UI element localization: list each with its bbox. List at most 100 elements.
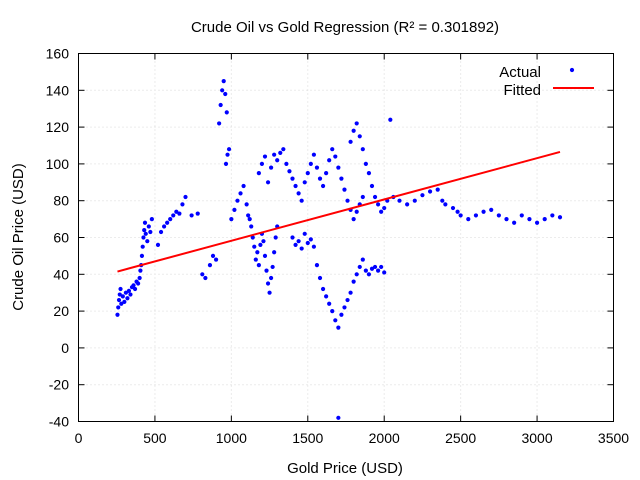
y-tick-label: 120 bbox=[46, 119, 70, 135]
data-point bbox=[379, 264, 384, 270]
data-point bbox=[183, 194, 188, 200]
data-point bbox=[168, 217, 173, 222]
x-tick-label: 2500 bbox=[445, 430, 476, 446]
data-point bbox=[272, 250, 277, 255]
data-point bbox=[132, 286, 138, 292]
data-point bbox=[278, 150, 283, 155]
data-point bbox=[269, 165, 274, 170]
data-point bbox=[270, 264, 275, 270]
data-point bbox=[171, 213, 176, 218]
data-point bbox=[369, 266, 375, 271]
data-point bbox=[139, 253, 145, 258]
y-tick-label: 40 bbox=[53, 266, 69, 282]
data-point bbox=[247, 217, 252, 222]
data-point bbox=[143, 231, 148, 236]
data-point bbox=[372, 194, 378, 200]
fitted-line-layer bbox=[117, 150, 561, 273]
data-point bbox=[336, 165, 341, 170]
data-point bbox=[455, 209, 460, 214]
data-point bbox=[333, 154, 338, 159]
data-point bbox=[314, 263, 320, 268]
x-tick-label: 3000 bbox=[521, 430, 552, 446]
data-point bbox=[299, 246, 304, 251]
data-point bbox=[369, 183, 375, 189]
data-point bbox=[217, 121, 222, 126]
data-point bbox=[360, 147, 365, 152]
data-point bbox=[140, 244, 145, 249]
data-point bbox=[126, 288, 132, 293]
data-point bbox=[284, 161, 289, 166]
legend: Actual Fitted bbox=[499, 64, 594, 99]
data-point bbox=[382, 205, 387, 211]
data-point bbox=[339, 312, 344, 317]
data-point bbox=[317, 176, 323, 181]
data-point bbox=[281, 147, 286, 152]
data-point bbox=[420, 193, 425, 198]
data-point bbox=[311, 152, 316, 157]
data-point bbox=[357, 134, 362, 139]
data-point bbox=[252, 244, 257, 249]
data-point bbox=[317, 275, 323, 281]
data-point bbox=[534, 220, 540, 225]
data-point bbox=[330, 309, 335, 314]
data-point bbox=[189, 213, 194, 218]
data-point bbox=[138, 268, 143, 273]
grid-layer bbox=[78, 53, 614, 422]
data-point bbox=[342, 187, 347, 192]
data-point bbox=[443, 202, 448, 207]
data-point bbox=[259, 161, 265, 166]
data-point bbox=[195, 211, 200, 216]
data-point bbox=[481, 209, 486, 214]
data-point bbox=[435, 187, 440, 192]
y-tick-label: 0 bbox=[61, 340, 69, 356]
data-point bbox=[203, 275, 208, 281]
legend-fitted-label: Fitted bbox=[503, 82, 541, 99]
y-tick-label: -40 bbox=[49, 414, 69, 430]
data-point bbox=[246, 213, 251, 218]
data-point bbox=[256, 171, 261, 176]
data-point bbox=[458, 213, 463, 218]
data-point bbox=[253, 257, 258, 262]
data-point bbox=[376, 268, 381, 273]
data-point bbox=[296, 239, 301, 244]
data-point bbox=[339, 176, 344, 181]
data-point bbox=[180, 202, 185, 207]
data-point bbox=[363, 161, 368, 166]
data-point bbox=[342, 305, 347, 310]
legend-actual-label: Actual bbox=[499, 64, 541, 81]
data-point bbox=[333, 318, 338, 323]
data-point bbox=[207, 263, 213, 268]
y-tick-label: -20 bbox=[49, 377, 69, 393]
x-tick-label: 2000 bbox=[369, 430, 400, 446]
x-tick-label: 0 bbox=[75, 430, 83, 446]
data-point bbox=[357, 264, 362, 270]
data-point bbox=[388, 117, 393, 122]
data-point bbox=[226, 147, 232, 152]
data-point bbox=[223, 161, 229, 166]
data-point bbox=[440, 198, 445, 203]
x-tick-label: 500 bbox=[143, 430, 167, 446]
data-point bbox=[351, 279, 356, 284]
data-point bbox=[116, 297, 122, 303]
ticks-layer: 0 500 1000 1500 2000 2500 3000 3500 -40 -20 0 20 40 6… bbox=[46, 46, 630, 447]
data-point bbox=[397, 198, 402, 203]
data-point bbox=[366, 272, 372, 277]
data-point bbox=[351, 128, 356, 133]
data-point bbox=[311, 244, 316, 249]
data-point bbox=[137, 275, 142, 281]
data-point bbox=[258, 242, 263, 247]
data-point bbox=[542, 217, 547, 222]
data-point bbox=[550, 213, 555, 218]
data-point bbox=[149, 217, 154, 222]
data-point bbox=[324, 171, 329, 176]
data-point bbox=[354, 209, 359, 214]
data-point bbox=[224, 110, 229, 115]
data-point bbox=[290, 176, 295, 181]
data-point bbox=[229, 217, 234, 222]
data-point bbox=[250, 235, 255, 240]
data-point bbox=[265, 281, 271, 286]
data-point bbox=[363, 268, 368, 273]
data-point bbox=[128, 292, 133, 297]
